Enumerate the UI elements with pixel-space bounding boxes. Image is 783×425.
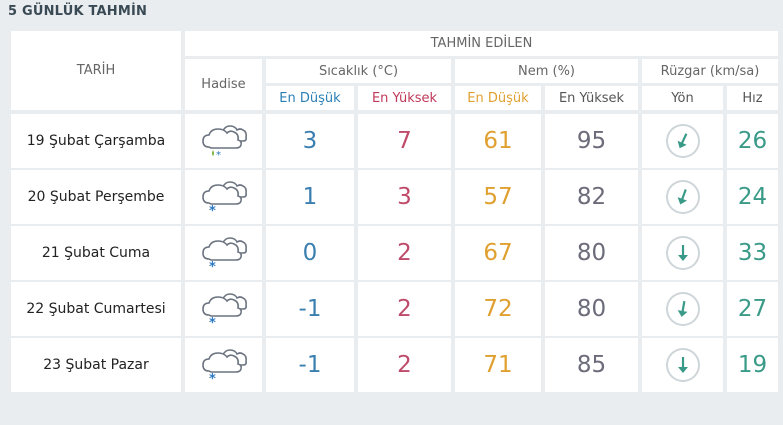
wind-speed-cell: 33 bbox=[727, 226, 778, 280]
snow-icon: * bbox=[200, 287, 248, 331]
wind-dir-cell bbox=[642, 226, 723, 280]
hum-min-cell: 57 bbox=[455, 170, 541, 224]
date-cell: 19 Şubat Çarşamba bbox=[11, 114, 181, 168]
temp-max-cell: 2 bbox=[358, 282, 451, 336]
date-cell: 22 Şubat Cumartesi bbox=[11, 282, 181, 336]
date-cell: 20 Şubat Perşembe bbox=[11, 170, 181, 224]
header-predicted: TAHMİN EDİLEN bbox=[185, 31, 778, 56]
temp-max-cell: 2 bbox=[358, 338, 451, 392]
wind-speed-cell: 19 bbox=[727, 338, 778, 392]
svg-text:*: * bbox=[209, 372, 216, 383]
hum-max-cell: 95 bbox=[545, 114, 638, 168]
temp-min-cell: 0 bbox=[266, 226, 354, 280]
wind-dir-cell bbox=[642, 282, 723, 336]
hum-min-cell: 72 bbox=[455, 282, 541, 336]
header-humidity: Nem (%) bbox=[455, 59, 638, 83]
hum-max-cell: 82 bbox=[545, 170, 638, 224]
event-cell: * bbox=[185, 226, 262, 280]
temp-min-cell: 3 bbox=[266, 114, 354, 168]
hum-min-cell: 71 bbox=[455, 338, 541, 392]
temp-max-cell: 3 bbox=[358, 170, 451, 224]
page-title: 5 GÜNLÜK TAHMİN bbox=[8, 4, 148, 19]
header-temperature: Sıcaklık (°C) bbox=[266, 59, 451, 83]
wind-speed-cell: 24 bbox=[727, 170, 778, 224]
snow-icon: * bbox=[200, 175, 248, 219]
header-temp-max: En Yüksek bbox=[358, 86, 451, 110]
header-wind-speed: Hız bbox=[727, 86, 778, 110]
snow-icon: * bbox=[200, 231, 248, 275]
temp-min-cell: 1 bbox=[266, 170, 354, 224]
hum-max-cell: 80 bbox=[545, 282, 638, 336]
event-cell: * bbox=[185, 338, 262, 392]
wind-direction-icon bbox=[665, 124, 700, 158]
header-wind-dir: Yön bbox=[642, 86, 723, 110]
header-hum-max: En Yüksek bbox=[545, 86, 638, 110]
svg-text:*: * bbox=[216, 150, 221, 159]
event-cell: * bbox=[185, 170, 262, 224]
temp-min-cell: -1 bbox=[266, 282, 354, 336]
wind-direction-icon bbox=[665, 180, 700, 214]
date-cell: 23 Şubat Pazar bbox=[11, 338, 181, 392]
wind-dir-cell bbox=[642, 338, 723, 392]
temp-min-cell: -1 bbox=[266, 338, 354, 392]
header-hum-min: En Düşük bbox=[455, 86, 541, 110]
event-cell: * bbox=[185, 282, 262, 336]
wind-speed-cell: 26 bbox=[727, 114, 778, 168]
hum-min-cell: 67 bbox=[455, 226, 541, 280]
hum-max-cell: 85 bbox=[545, 338, 638, 392]
sleet-icon: * bbox=[200, 119, 248, 163]
wind-direction-icon bbox=[665, 348, 700, 382]
hum-max-cell: 80 bbox=[545, 226, 638, 280]
header-temp-min: En Düşük bbox=[266, 86, 354, 110]
header-event: Hadise bbox=[185, 59, 262, 110]
svg-text:*: * bbox=[209, 316, 216, 327]
event-cell: * bbox=[185, 114, 262, 168]
temp-max-cell: 7 bbox=[358, 114, 451, 168]
header-date: TARİH bbox=[11, 31, 181, 110]
wind-dir-cell bbox=[642, 114, 723, 168]
wind-speed-cell: 27 bbox=[727, 282, 778, 336]
svg-text:*: * bbox=[209, 260, 216, 271]
hum-min-cell: 61 bbox=[455, 114, 541, 168]
header-wind: Rüzgar (km/sa) bbox=[642, 59, 778, 83]
wind-direction-icon bbox=[665, 292, 700, 326]
date-cell: 21 Şubat Cuma bbox=[11, 226, 181, 280]
temp-max-cell: 2 bbox=[358, 226, 451, 280]
snow-icon: * bbox=[200, 343, 248, 387]
svg-text:*: * bbox=[209, 204, 216, 215]
wind-dir-cell bbox=[642, 170, 723, 224]
wind-direction-icon bbox=[665, 236, 700, 270]
